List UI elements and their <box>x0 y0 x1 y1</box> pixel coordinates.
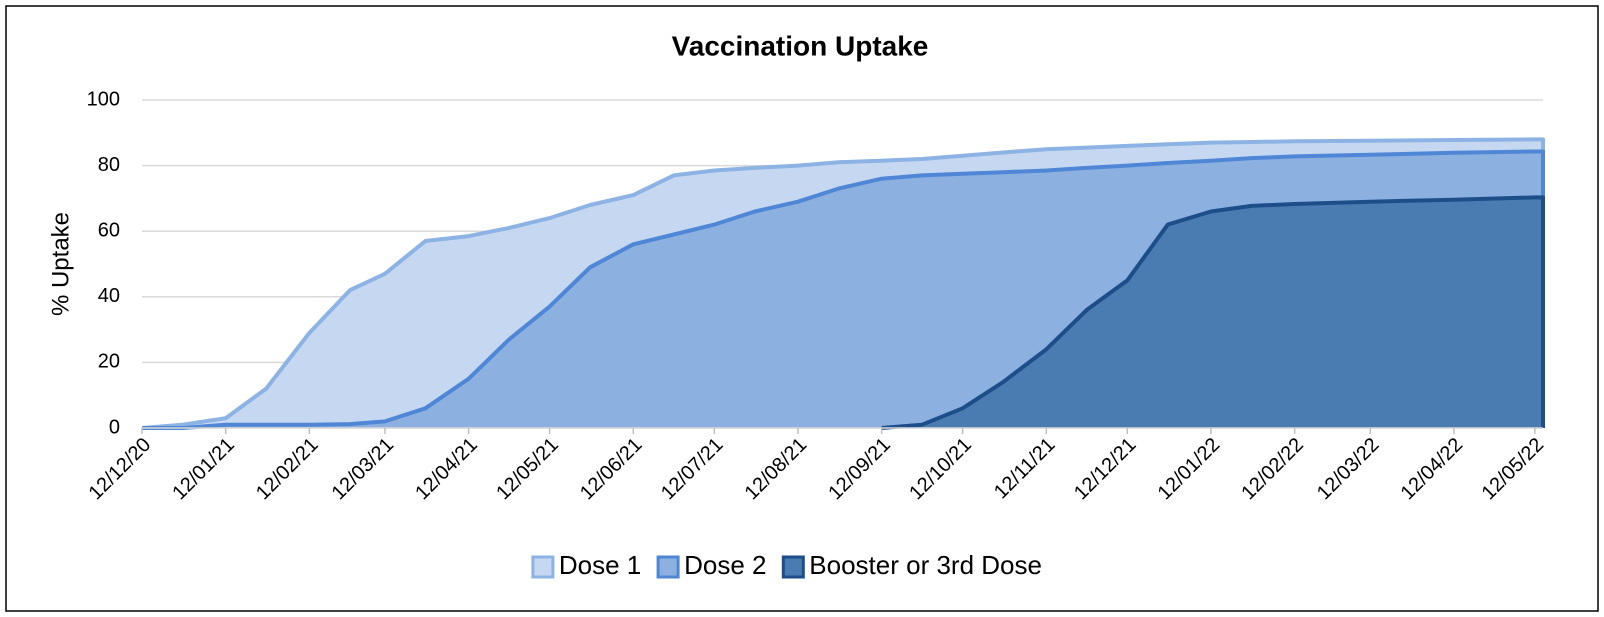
legend-label: Booster or 3rd Dose <box>809 550 1042 580</box>
y-tick-label: 60 <box>98 219 120 241</box>
legend-label: Dose 2 <box>684 550 766 580</box>
area-line <box>141 137 1545 430</box>
y-tick-label: 0 <box>109 416 120 438</box>
area-line <box>142 149 1545 430</box>
y-tick-label: 100 <box>87 88 120 110</box>
y-tick-label: 80 <box>98 154 120 176</box>
legend-swatch <box>656 555 680 579</box>
legend: Dose 1 Dose 2 Booster or 3rd Dose <box>531 550 1042 580</box>
area <box>881 197 1543 428</box>
legend-swatch <box>781 555 805 579</box>
y-tick-label: 40 <box>98 285 120 307</box>
legend-swatch <box>531 555 555 579</box>
y-axis-label: % Uptake <box>47 212 74 316</box>
area-line <box>881 195 1545 430</box>
y-tick-label: 20 <box>98 351 120 373</box>
chart-title: Vaccination Uptake <box>672 30 929 61</box>
legend-label: Dose 1 <box>559 550 641 580</box>
